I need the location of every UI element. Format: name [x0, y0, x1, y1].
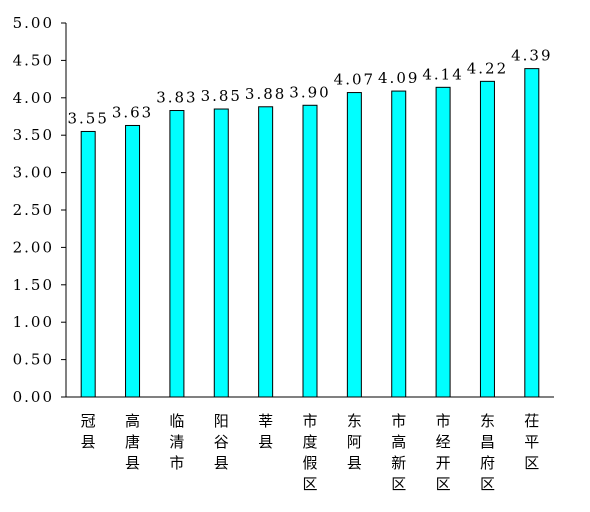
value-label: 3.88: [245, 85, 286, 103]
value-label: 3.83: [156, 89, 197, 107]
bar: [391, 90, 407, 398]
y-tick-label: 2.50: [13, 201, 54, 219]
value-labels: 3.55 3.633.83 3.85 3.88 3.904.07 4.09 4.14 4.22…: [67, 47, 552, 128]
category-label: 临清市: [169, 412, 184, 472]
y-tick-label: 4.50: [13, 51, 54, 69]
bar: [80, 130, 96, 398]
bar: [125, 124, 141, 398]
y-tick-label: 2.00: [13, 238, 54, 256]
value-label: 4.39: [511, 47, 552, 65]
value-label: 3.85: [201, 87, 242, 105]
category-label: 市高新区: [391, 412, 406, 493]
bar: [213, 108, 229, 398]
category-label: 高唐县: [125, 412, 140, 472]
bar: [435, 86, 451, 398]
value-label: 3.90: [289, 83, 330, 101]
y-tick-label: 3.50: [13, 126, 54, 144]
y-tick-label: 1.00: [13, 313, 54, 331]
category-label: 东昌府区: [480, 412, 495, 493]
value-label: 3.63: [112, 103, 153, 121]
bar: [346, 92, 362, 398]
bars: [80, 68, 540, 398]
category-label: 阳谷县: [214, 412, 229, 472]
category-label: 市度假区: [302, 412, 317, 493]
bar: [302, 104, 318, 398]
bar: [169, 110, 185, 398]
y-tick-label: 1.50: [13, 276, 54, 294]
y-tick-label: 3.00: [13, 164, 54, 182]
category-label: 茌平区: [524, 412, 539, 472]
value-label: 4.22: [467, 59, 508, 77]
y-tick-label: 0.50: [13, 351, 54, 369]
y-tick-label: 5.00: [13, 14, 54, 32]
category-label: 东阿县: [347, 412, 362, 472]
y-tick-labels: 0.00 0.50 1.00 1.50 2.00 2.50 3.00 3.50 4.00 4.50…: [13, 14, 54, 406]
category-labels: 冠县 高唐县 临清市 阳谷县 莘县 市度假区 东阿县 市高新区 市经开区 东昌府区 茌平区: [81, 412, 540, 493]
bar: [258, 106, 274, 398]
category-label: 市经开区: [436, 412, 451, 493]
value-label: 3.55: [67, 109, 108, 127]
category-label: 莘县: [258, 412, 273, 451]
value-label: 4.09: [378, 69, 419, 87]
y-tick-label: 4.00: [13, 89, 54, 107]
value-label: 4.14: [422, 65, 463, 83]
y-tick-label: 0.00: [13, 388, 54, 406]
bar: [524, 68, 540, 398]
category-label: 冠县: [81, 412, 96, 451]
value-label: 4.07: [334, 71, 375, 89]
bar: [479, 80, 495, 398]
